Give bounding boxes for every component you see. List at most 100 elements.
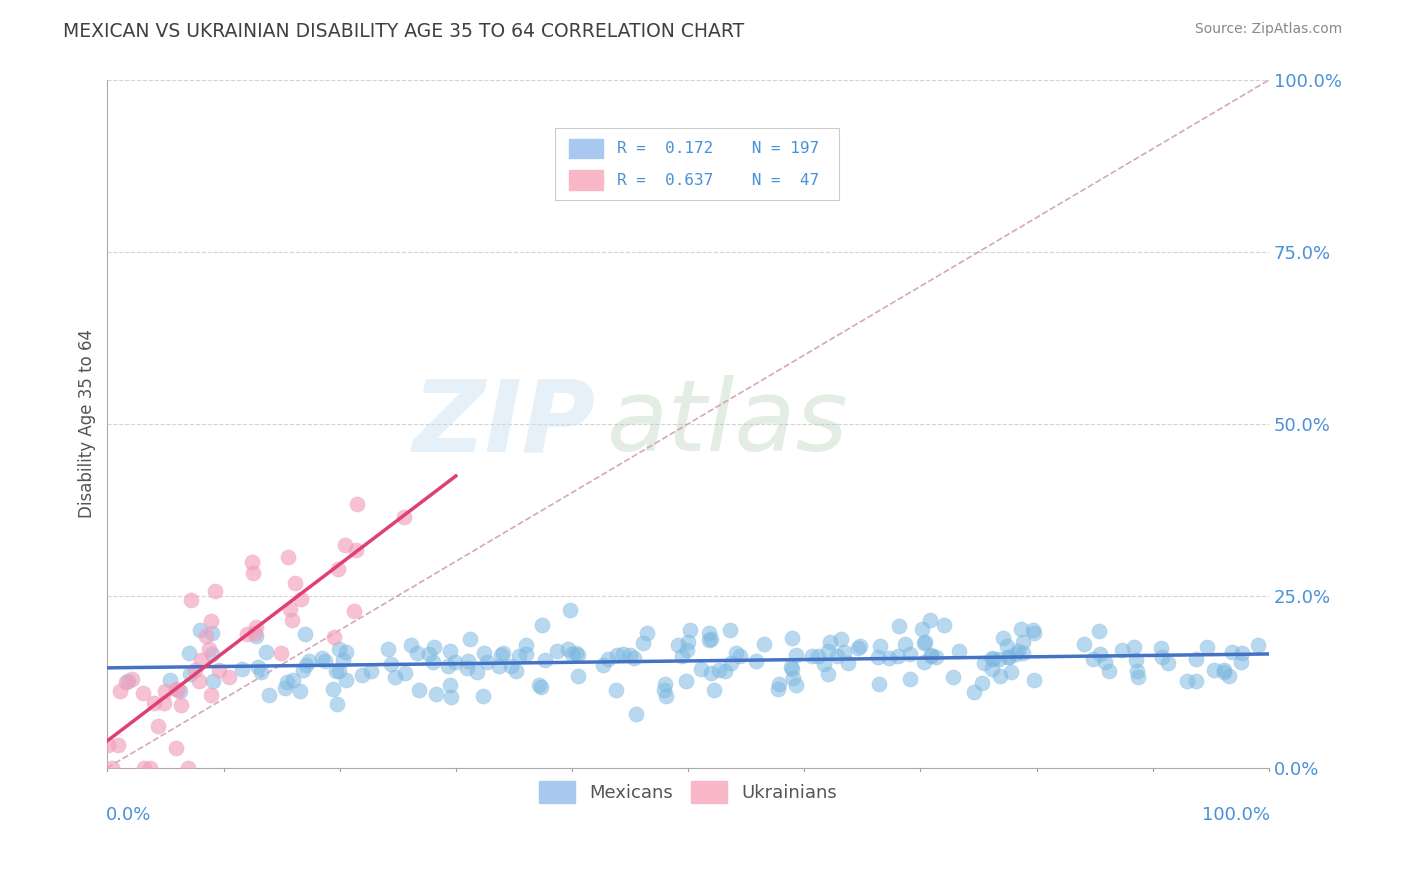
Point [997, 650, 1019, 665]
Point [165, 740, 187, 755]
Point [1094, 656, 1116, 670]
Point [231, 662, 253, 676]
Point [561, 647, 583, 661]
Point [1126, 664, 1149, 678]
Text: 100.0%: 100.0% [1202, 805, 1270, 823]
Point [920, 648, 942, 662]
Y-axis label: Disability Age 35 to 64: Disability Age 35 to 64 [79, 329, 96, 518]
Point [201, 647, 224, 661]
Point [924, 650, 946, 665]
Point [139, 761, 162, 775]
Point [200, 688, 222, 702]
Point [188, 673, 211, 688]
Point [918, 613, 941, 627]
Point [730, 649, 752, 664]
Point [1185, 674, 1208, 689]
Point [499, 659, 522, 673]
Point [981, 652, 1004, 666]
Point [134, 761, 156, 775]
Text: Source: ZipAtlas.com: Source: ZipAtlas.com [1195, 22, 1343, 37]
Point [457, 654, 479, 668]
Point [807, 648, 830, 663]
Point [780, 662, 803, 676]
Point [515, 639, 537, 653]
Point [408, 682, 430, 697]
Point [240, 555, 263, 569]
Point [439, 677, 461, 691]
Point [991, 631, 1014, 645]
Point [281, 614, 304, 628]
Point [832, 645, 855, 659]
Point [1088, 647, 1111, 661]
Point [745, 653, 768, 667]
Point [326, 698, 349, 712]
Point [942, 670, 965, 684]
Point [869, 639, 891, 653]
FancyBboxPatch shape [568, 170, 603, 190]
Point [1007, 644, 1029, 658]
Point [335, 645, 357, 659]
Point [167, 683, 190, 698]
Point [1218, 669, 1240, 683]
Point [245, 629, 267, 643]
Point [981, 650, 1004, 665]
Point [328, 665, 350, 679]
Point [973, 657, 995, 671]
Point [1156, 657, 1178, 671]
Point [700, 665, 723, 680]
Point [868, 677, 890, 691]
Point [188, 623, 211, 637]
Point [894, 637, 917, 651]
Point [1204, 663, 1226, 677]
Point [284, 575, 307, 590]
Point [911, 622, 934, 636]
Point [276, 674, 298, 689]
Point [201, 673, 224, 688]
Point [766, 681, 789, 696]
Point [274, 681, 297, 695]
Point [703, 682, 725, 697]
Point [846, 641, 869, 656]
Point [425, 687, 447, 701]
Point [465, 665, 488, 679]
Point [170, 698, 193, 712]
Point [115, 674, 138, 689]
Point [444, 656, 467, 670]
Point [914, 635, 936, 649]
Point [346, 497, 368, 511]
FancyBboxPatch shape [554, 128, 839, 201]
Point [995, 639, 1018, 653]
Point [471, 690, 494, 704]
Point [475, 655, 498, 669]
Point [439, 644, 461, 658]
Point [201, 625, 224, 640]
Point [1012, 646, 1035, 660]
Point [920, 649, 942, 664]
Point [169, 684, 191, 698]
Point [250, 665, 273, 679]
Point [384, 670, 406, 684]
Point [1088, 624, 1111, 638]
Point [605, 683, 627, 698]
Point [817, 643, 839, 657]
Point [780, 631, 803, 645]
Point [246, 660, 269, 674]
Point [887, 619, 910, 633]
Point [1197, 640, 1219, 655]
Point [325, 664, 347, 678]
Point [460, 632, 482, 646]
Point [596, 652, 619, 666]
Point [912, 655, 935, 669]
Point [671, 648, 693, 663]
Point [508, 648, 530, 663]
Text: atlas: atlas [607, 376, 848, 473]
Point [360, 664, 382, 678]
Point [970, 675, 993, 690]
Point [472, 646, 495, 660]
Point [142, 697, 165, 711]
Point [813, 657, 835, 672]
Point [108, 684, 131, 698]
Point [724, 646, 747, 660]
Point [1081, 652, 1104, 666]
Point [1010, 622, 1032, 636]
